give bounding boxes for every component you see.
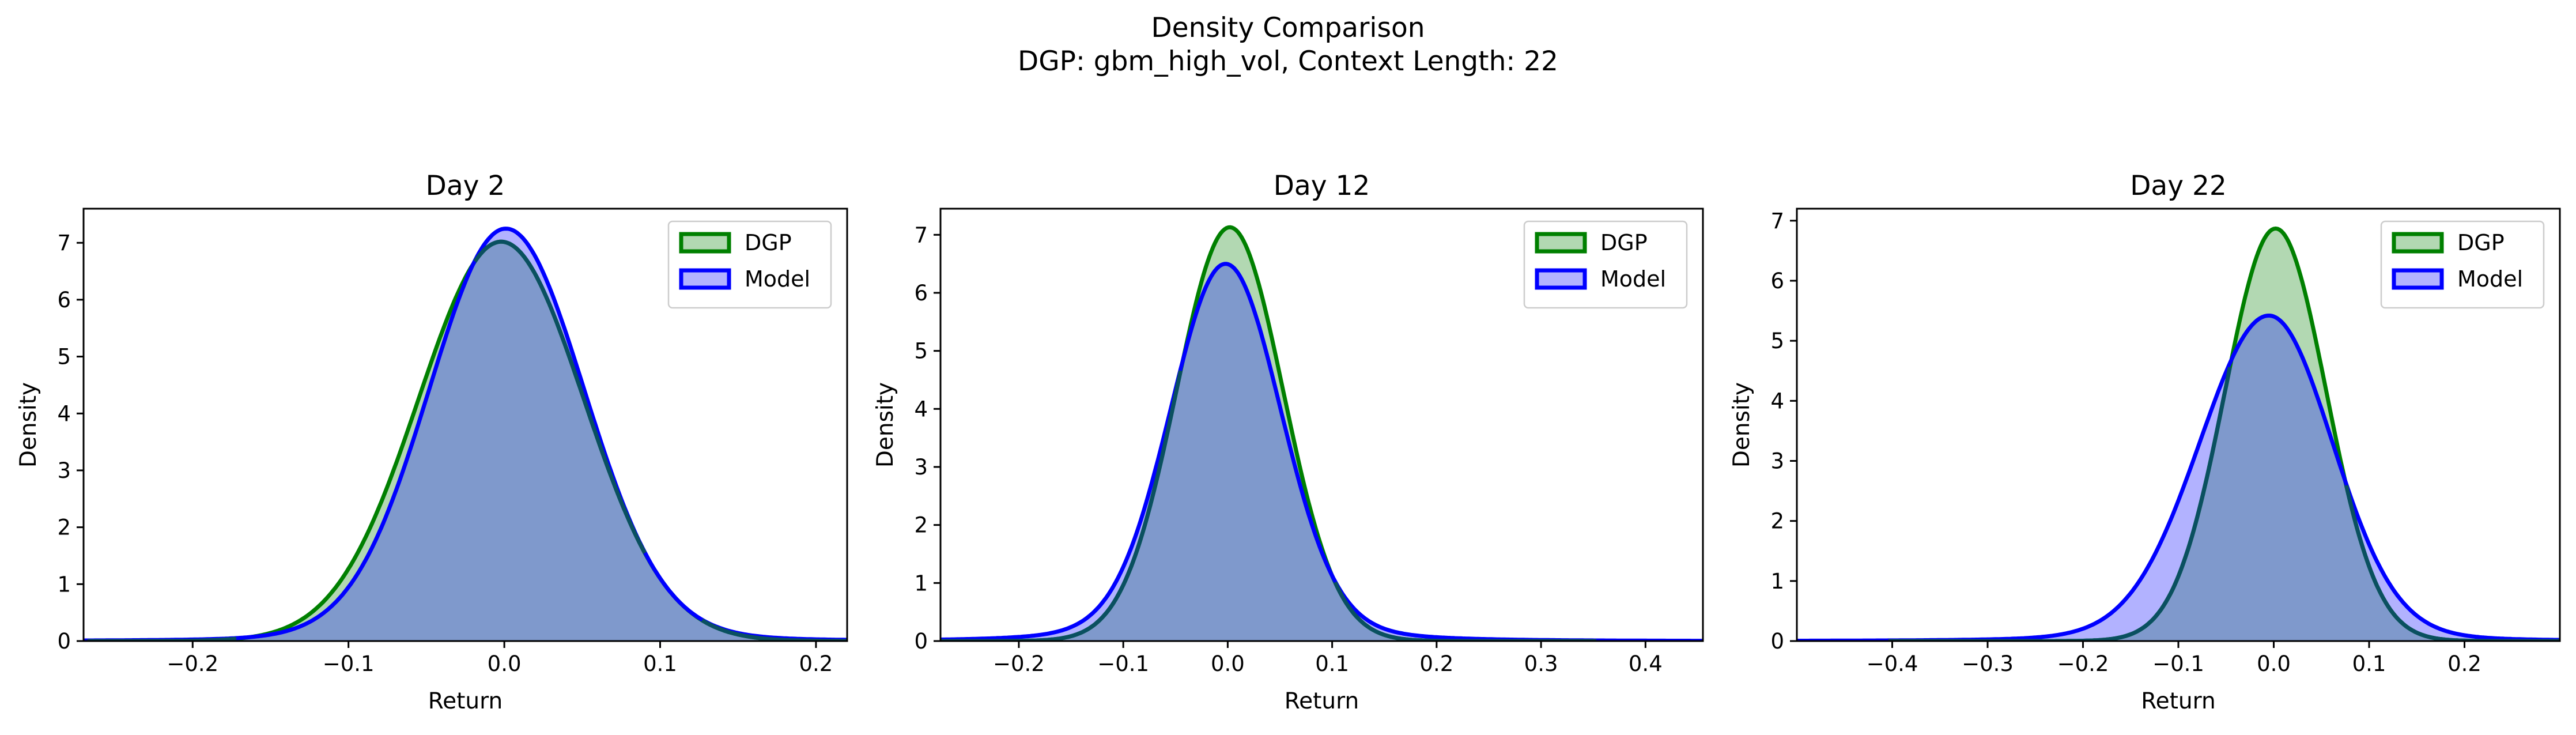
legend-swatch-dgp <box>679 232 731 254</box>
y-tick-label: 6 <box>914 281 928 306</box>
figure-subtitle: DGP: gbm_high_vol, Context Length: 22 <box>1018 46 1558 77</box>
x-tick-label: 0.4 <box>1629 651 1663 676</box>
y-tick-label: 7 <box>57 231 71 255</box>
y-tick-label: 5 <box>57 345 71 370</box>
x-tick-label: 0.0 <box>488 651 522 676</box>
y-tick-label: 2 <box>57 515 71 540</box>
legend-swatch-model <box>2392 268 2444 290</box>
y-tick-label: 7 <box>914 223 928 247</box>
y-tick-label: 4 <box>914 397 928 421</box>
panel-title: Day 22 <box>2130 170 2227 202</box>
legend-label-dgp: DGP <box>1600 230 1648 255</box>
density-line-dgp-overlap <box>473 239 647 554</box>
y-tick-label: 1 <box>1770 569 1784 594</box>
legend-swatch-model <box>679 268 731 290</box>
y-tick-label: 3 <box>57 458 71 483</box>
y-tick-label: 4 <box>57 401 71 426</box>
y-tick-label: 1 <box>57 572 71 597</box>
density-overlap-fill <box>1797 315 2560 641</box>
density-overlap-fill <box>84 242 847 641</box>
legend-label-dgp: DGP <box>745 230 792 255</box>
legend-swatch-model <box>1535 268 1587 290</box>
x-tick-label: −0.2 <box>2057 651 2109 676</box>
y-tick-label: 0 <box>914 629 928 654</box>
x-axis-label: Return <box>1285 688 1359 714</box>
x-axis-label: Return <box>428 688 503 714</box>
density-overlap-fill <box>940 263 1703 641</box>
x-tick-label: 0.1 <box>2352 651 2386 676</box>
legend: DGP Model <box>1523 220 1688 309</box>
y-tick-label: 1 <box>914 571 928 595</box>
y-axis-label: Density <box>872 382 898 468</box>
density-line-dgp-overlap <box>1333 581 1596 641</box>
panels-container: −0.2 −0.1 0.0 0.1 0.2 0 1 2 3 4 5 6 7 Return Density Da… <box>16 170 2561 714</box>
legend-label-model: Model <box>1600 266 1666 292</box>
y-tick-label: 3 <box>1770 449 1784 474</box>
legend-label-model: Model <box>2457 266 2523 292</box>
chart-panel-1: −0.2 −0.1 0.0 0.1 0.2 0 1 2 3 4 5 6 7 Return Density Da… <box>16 170 848 714</box>
y-tick-label: 0 <box>57 629 71 654</box>
x-tick-label: 0.0 <box>1211 651 1245 676</box>
chart-panel-2: −0.2 −0.1 0.0 0.1 0.2 0.3 0.4 0 1 2 3 4 5 6 7 Return Den… <box>872 170 1704 714</box>
density-fill-model <box>1797 315 2560 641</box>
panel-title: Day 2 <box>426 170 505 202</box>
y-tick-label: 5 <box>1770 329 1784 353</box>
y-tick-label: 5 <box>914 339 928 364</box>
y-tick-label: 6 <box>57 288 71 312</box>
x-tick-label: 0.2 <box>1419 651 1453 676</box>
x-tick-label: 0.2 <box>799 651 833 676</box>
legend: DGP Model <box>667 220 832 309</box>
x-tick-label: 0.1 <box>1315 651 1349 676</box>
figure-title: Density Comparison <box>1151 12 1425 44</box>
x-tick-label: 0.1 <box>643 651 677 676</box>
x-axis-label: Return <box>2141 688 2215 714</box>
y-tick-label: 3 <box>914 455 928 480</box>
y-tick-label: 4 <box>1770 389 1784 413</box>
y-tick-label: 2 <box>914 513 928 538</box>
density-line-dgp-overlap <box>940 370 1183 641</box>
x-tick-label: −0.3 <box>1962 651 2014 676</box>
panel-title: Day 12 <box>1274 170 1370 202</box>
x-tick-label: 0.0 <box>2257 651 2291 676</box>
x-tick-label: −0.2 <box>167 651 218 676</box>
axes-frame <box>939 208 1704 642</box>
x-tick-label: 0.2 <box>2447 651 2481 676</box>
legend-label-dgp: DGP <box>2457 230 2505 255</box>
legend-swatch-dgp <box>1535 232 1587 254</box>
y-axis-label: Density <box>1729 382 1755 468</box>
x-tick-label: −0.1 <box>323 651 375 676</box>
y-tick-label: 2 <box>1770 509 1784 534</box>
y-tick-label: 6 <box>1770 269 1784 293</box>
y-axis-label: Density <box>16 382 41 468</box>
x-tick-label: 0.3 <box>1524 651 1558 676</box>
legend: DGP Model <box>2380 220 2545 309</box>
legend-swatch-dgp <box>2392 232 2444 254</box>
x-tick-label: −0.1 <box>1097 651 1149 676</box>
y-tick-label: 7 <box>1770 209 1784 233</box>
chart-panel-3: −0.4 −0.3 −0.2 −0.1 0.0 0.1 0.2 0 1 2 3 4 5 6 7 Return D… <box>1729 170 2561 714</box>
axes-frame <box>82 208 848 642</box>
legend-label-model: Model <box>745 266 810 292</box>
y-tick-label: 0 <box>1770 629 1784 654</box>
x-tick-label: −0.4 <box>1867 651 1918 676</box>
x-tick-label: −0.1 <box>2152 651 2204 676</box>
plot-area <box>940 225 1703 641</box>
x-tick-label: −0.2 <box>993 651 1045 676</box>
